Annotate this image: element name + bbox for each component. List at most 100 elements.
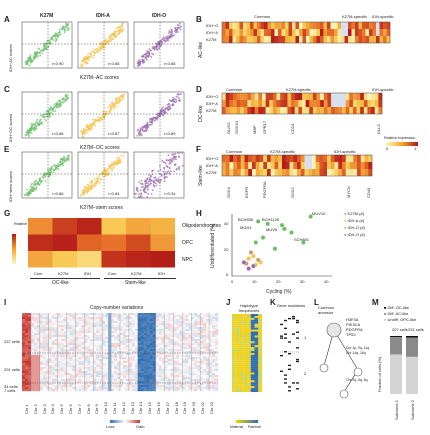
cnv-cell	[54, 313, 58, 316]
cnv-cell	[149, 335, 153, 338]
haplotype-cell	[247, 378, 251, 381]
cnv-cell	[90, 319, 94, 322]
cnv-cell	[105, 369, 109, 372]
haplotype-cell	[235, 314, 240, 316]
cnv-cell	[137, 315, 141, 318]
cnv-cell	[137, 385, 141, 388]
heatmap-cell	[302, 100, 306, 107]
cnv-cell	[137, 349, 141, 352]
cnv-cell	[203, 365, 207, 368]
cnv-cell	[93, 335, 97, 338]
cnv-cell	[206, 371, 210, 374]
cnv-cell	[197, 379, 201, 382]
cnv-cell	[75, 377, 79, 380]
heatmap-cell	[360, 107, 365, 114]
cnv-cell	[134, 331, 139, 334]
cnv-cell	[78, 325, 82, 328]
cnv-cell	[33, 335, 38, 338]
heatmap-cell	[338, 155, 343, 162]
cnv-cell	[81, 381, 85, 384]
cnv-cell	[78, 341, 82, 344]
cnv-cell	[212, 339, 216, 342]
cnv-cell	[24, 381, 29, 384]
cnv-cell	[167, 385, 171, 388]
cnv-cell	[78, 315, 82, 318]
cnv-cell	[63, 389, 67, 392]
cnv-cell	[194, 365, 198, 368]
cnv-cell	[143, 349, 147, 352]
heatmap-cell	[386, 29, 391, 36]
cnv-cell	[108, 349, 112, 352]
cnv-cell	[134, 317, 139, 320]
heatmap-cell	[222, 29, 226, 36]
cnv-cell	[200, 367, 204, 370]
cnv-cell	[158, 345, 162, 348]
cnv-cell	[99, 369, 103, 372]
cnv-cell	[206, 317, 210, 320]
cnv-cell	[167, 319, 171, 322]
cnv-cell	[51, 351, 55, 354]
mutation-tick	[280, 335, 283, 337]
cnv-cell	[30, 317, 35, 320]
heatmap-cell	[371, 100, 375, 107]
cnv-cell	[212, 345, 216, 348]
haplotype-cell	[250, 325, 255, 328]
cnv-cell	[188, 335, 192, 338]
heatmap-cell	[263, 162, 268, 169]
cnv-cell	[164, 385, 168, 388]
cnv-cell	[27, 339, 32, 342]
haplotype-cell	[235, 388, 240, 391]
cnv-cell	[128, 339, 133, 342]
cnv-cell	[48, 357, 52, 360]
cnv-cell	[194, 315, 198, 318]
cnv-cell	[105, 353, 109, 356]
cnv-cell	[90, 335, 94, 338]
cnv-cell	[39, 347, 43, 350]
heatmap-cell	[378, 93, 383, 100]
heatmap-b-group-common: Common	[254, 14, 271, 19]
heatmap-cell	[270, 155, 275, 162]
heatmap-cell	[267, 29, 272, 36]
heatmap-cell	[367, 100, 372, 107]
cnv-cell	[93, 375, 97, 378]
cnv-cell	[39, 321, 43, 324]
heatmap-f-row-2: K27M	[206, 170, 217, 175]
cnv-cell	[194, 373, 198, 376]
heatmap-cell	[299, 29, 303, 36]
cnv-cell	[24, 365, 29, 368]
cnv-cell	[66, 319, 70, 322]
cnv-cell	[158, 357, 162, 360]
cnv-cell	[93, 347, 97, 350]
cnv-cell	[152, 349, 156, 352]
cnv-cell	[39, 367, 43, 370]
haplotype-cell	[232, 321, 236, 324]
heatmap-cell	[352, 93, 357, 100]
cnv-cell	[212, 321, 216, 324]
cnv-cell	[209, 353, 213, 356]
cnv-cell	[146, 333, 150, 336]
cnv-cell	[99, 317, 103, 320]
cnv-cell	[125, 355, 130, 358]
cnv-cell	[143, 375, 147, 378]
cnv-cell	[24, 337, 29, 340]
cnv-cell	[134, 339, 139, 342]
cnv-cell	[66, 373, 70, 376]
cnv-cell	[81, 369, 85, 372]
cnv-cell	[185, 365, 189, 368]
cnv-cell	[215, 363, 219, 366]
cnv-cell	[102, 373, 106, 376]
cnv-cell	[161, 385, 165, 388]
cnv-cell	[57, 375, 61, 378]
haplotype-cell	[250, 368, 255, 371]
cnv-cell	[42, 349, 46, 352]
panel-l-note-0: H3F3A	[346, 317, 359, 322]
haplotype-cell	[254, 356, 259, 359]
cnv-cell	[39, 379, 43, 382]
cnv-cell	[27, 371, 32, 374]
cnv-cell	[24, 329, 29, 332]
panel-i-row-0: 237 cells	[4, 339, 20, 344]
cnv-cell	[206, 335, 210, 338]
cnv-cell	[137, 373, 141, 376]
panel-label-a: A	[4, 15, 10, 24]
cnv-cell	[131, 375, 136, 378]
